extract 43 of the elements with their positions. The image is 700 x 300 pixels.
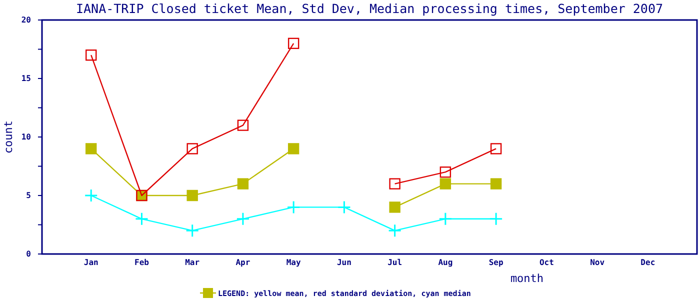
point [186,224,200,238]
point [186,190,198,202]
point [489,212,503,226]
point [440,178,452,190]
point [490,143,502,154]
point [388,224,402,238]
point [286,200,300,214]
point [236,212,250,226]
point [134,212,148,226]
point [84,188,98,202]
point [389,178,400,190]
x-tick-label: Mar [185,258,200,267]
point [237,178,249,190]
y-tick-label: 0 [26,250,32,259]
y-tick-label: 20 [21,16,32,25]
x-tick-label: Jan [84,258,99,267]
point [186,143,198,154]
point [86,143,97,154]
chart-title: IANA-TRIP Closed ticket Mean, Std Dev, Median processing times, September 2007 [76,1,663,16]
point [86,50,97,61]
x-tick-label: Dec [640,258,656,267]
x-tick-label: Nov [590,258,605,267]
x-axis-title: month [510,272,544,285]
x-tick-label: Apr [236,258,250,267]
y-axis-title: count [2,120,15,154]
x-tick-label: Aug [438,258,453,267]
point [237,120,249,131]
y-tick-label: 10 [21,132,32,142]
x-tick-label: May [286,258,301,267]
point [389,202,400,213]
y-tick-label: 15 [21,74,32,84]
x-tick-label: Jul [388,258,402,267]
point [490,178,502,190]
point [337,200,351,214]
y-tick-label: 5 [26,191,32,200]
point [438,212,452,226]
x-tick-label: Sep [488,258,504,267]
x-tick-label: Feb [134,258,150,267]
point [288,143,300,154]
x-tick-label: Oct [539,258,554,267]
point [288,38,300,49]
point [440,166,452,178]
x-tick-label: Jun [336,258,352,267]
